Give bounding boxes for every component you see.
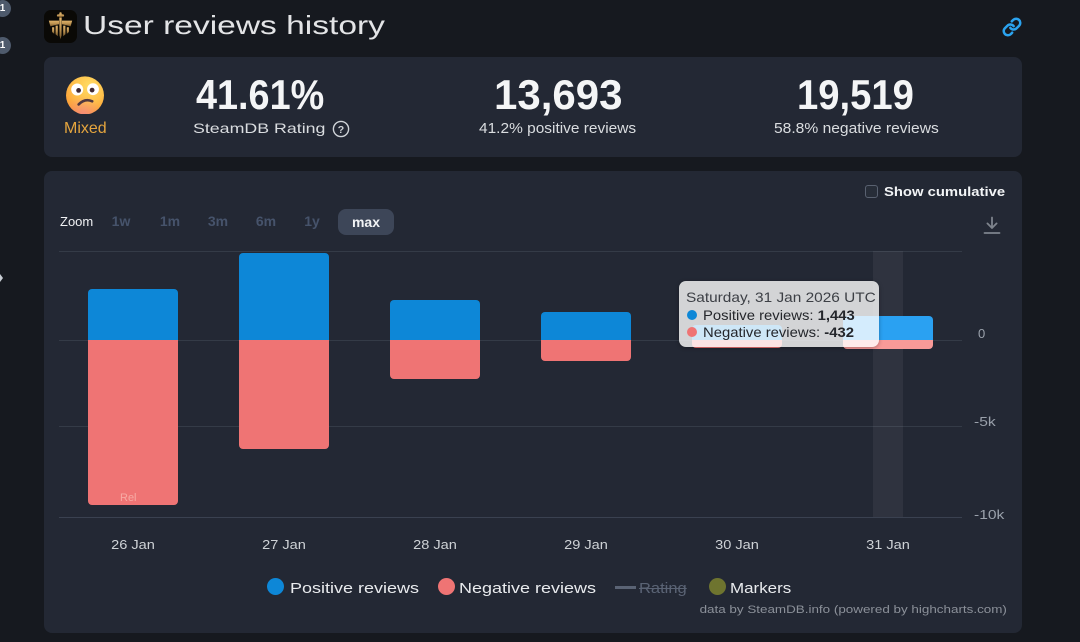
svg-text:?: ?: [338, 124, 344, 136]
